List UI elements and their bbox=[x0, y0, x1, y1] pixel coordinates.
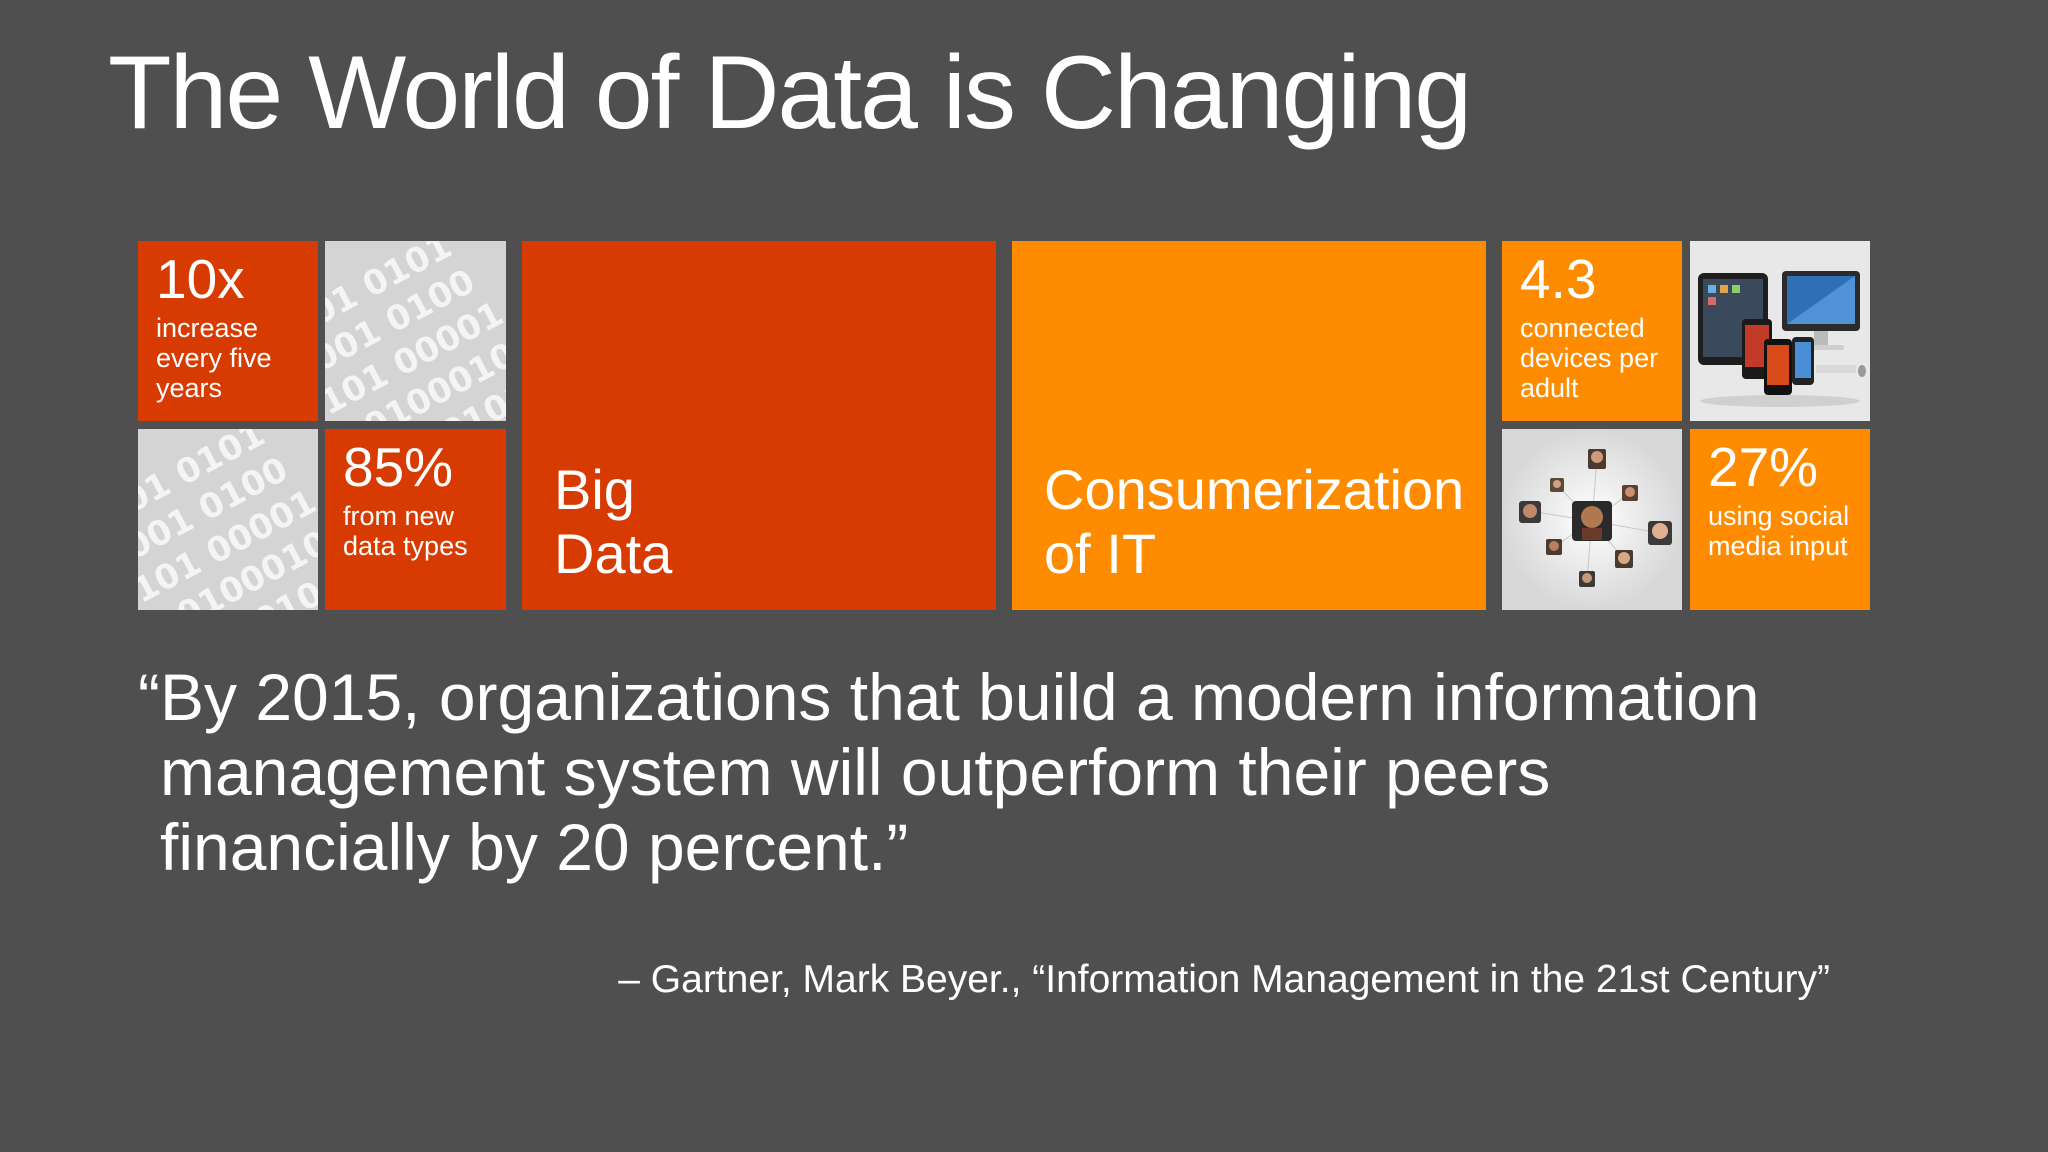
devices-image bbox=[1690, 241, 1870, 421]
binary-code-icon: 0101 0101 10001 0100 0101 00001 10101000… bbox=[325, 241, 506, 421]
devices-icon bbox=[1698, 271, 1866, 407]
tile-data-types-number: 85% bbox=[343, 436, 454, 498]
tile-data-types-description: from new data types bbox=[343, 501, 468, 561]
tile-big-data: Big Data bbox=[522, 241, 996, 610]
tile-consumerization-label: Consumerization of IT bbox=[1044, 458, 1465, 585]
tile-increase: 10x increase every five years bbox=[138, 241, 318, 421]
tile-big-data-label: Big Data bbox=[554, 458, 673, 585]
gartner-quote: “By 2015, organizations that build a mod… bbox=[138, 660, 1938, 885]
quote-line-1: “By 2015, organizations that build a mod… bbox=[138, 660, 1760, 734]
quote-line-2: management system will outperform their … bbox=[160, 735, 1551, 809]
tile-devices-number: 4.3 bbox=[1520, 248, 1597, 310]
binary-code-image-top: 0101 0101 10001 0100 0101 00001 10101000… bbox=[325, 241, 506, 421]
tile-social: 27% using social media input bbox=[1690, 429, 1870, 610]
tile-devices: 4.3 connected devices per adult bbox=[1502, 241, 1682, 421]
tile-data-types: 85% from new data types bbox=[325, 429, 506, 610]
tile-devices-description: connected devices per adult bbox=[1520, 313, 1659, 403]
social-network-icon bbox=[1502, 429, 1682, 610]
social-network-image bbox=[1502, 429, 1682, 610]
binary-code-image-bottom: 0101 0101 10001 0100 0101 00001 10101000… bbox=[138, 429, 318, 610]
quote-line-3: financially by 20 percent.” bbox=[160, 810, 909, 884]
tile-social-number: 27% bbox=[1708, 436, 1819, 498]
tile-increase-number: 10x bbox=[156, 248, 245, 310]
binary-code-icon: 0101 0101 10001 0100 0101 00001 10101000… bbox=[138, 429, 318, 610]
tile-consumerization: Consumerization of IT bbox=[1012, 241, 1486, 610]
tile-increase-description: increase every five years bbox=[156, 313, 272, 403]
slide-title: The World of Data is Changing bbox=[108, 35, 1472, 151]
tile-social-description: using social media input bbox=[1708, 501, 1850, 561]
quote-attribution: – Gartner, Mark Beyer., “Information Man… bbox=[618, 958, 1830, 1001]
